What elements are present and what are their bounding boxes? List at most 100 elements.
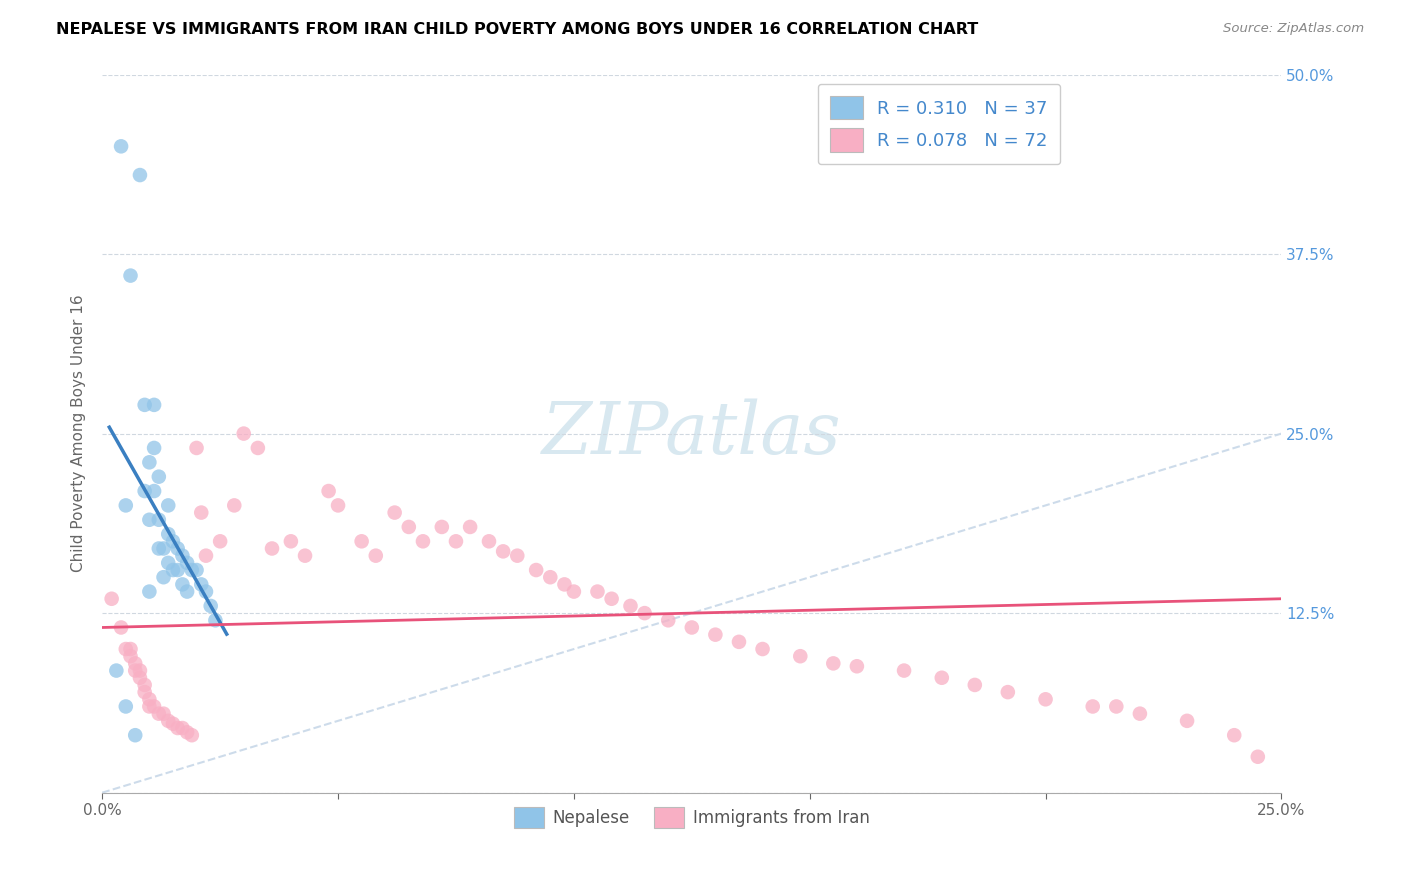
Point <box>114 499 136 513</box>
Point <box>143 398 166 412</box>
Point <box>657 613 679 627</box>
Point <box>152 541 174 556</box>
Point <box>138 699 160 714</box>
Point <box>162 716 184 731</box>
Point <box>789 649 811 664</box>
Point <box>195 549 218 563</box>
Point <box>1081 699 1104 714</box>
Text: NEPALESE VS IMMIGRANTS FROM IRAN CHILD POVERTY AMONG BOYS UNDER 16 CORRELATION C: NEPALESE VS IMMIGRANTS FROM IRAN CHILD P… <box>56 22 979 37</box>
Point <box>280 534 302 549</box>
Point <box>138 584 160 599</box>
Point <box>134 398 156 412</box>
Point <box>162 534 184 549</box>
Point <box>619 599 641 613</box>
Point <box>157 527 180 541</box>
Point <box>129 664 152 678</box>
Point <box>114 699 136 714</box>
Point <box>190 577 212 591</box>
Point <box>100 591 122 606</box>
Point <box>129 671 152 685</box>
Text: ZIPatlas: ZIPatlas <box>541 399 842 469</box>
Point <box>166 721 188 735</box>
Point <box>157 556 180 570</box>
Point <box>931 671 953 685</box>
Point <box>152 570 174 584</box>
Point <box>845 659 868 673</box>
Point <box>600 591 623 606</box>
Point <box>120 642 142 657</box>
Point <box>1105 699 1128 714</box>
Point <box>586 584 609 599</box>
Point <box>166 563 188 577</box>
Point <box>1247 749 1270 764</box>
Point <box>444 534 467 549</box>
Point <box>152 706 174 721</box>
Point <box>176 584 198 599</box>
Point <box>143 483 166 498</box>
Point <box>963 678 986 692</box>
Point <box>124 664 146 678</box>
Point <box>172 549 194 563</box>
Point <box>412 534 434 549</box>
Point <box>704 628 727 642</box>
Point <box>105 664 128 678</box>
Point <box>232 426 254 441</box>
Point <box>134 678 156 692</box>
Point <box>1129 706 1152 721</box>
Point <box>129 168 152 182</box>
Point <box>506 549 529 563</box>
Point <box>134 483 156 498</box>
Point <box>398 520 420 534</box>
Point <box>157 714 180 728</box>
Point <box>180 728 202 742</box>
Point <box>172 721 194 735</box>
Point <box>326 499 349 513</box>
Point <box>176 725 198 739</box>
Point <box>186 563 208 577</box>
Point <box>492 544 515 558</box>
Point <box>138 455 160 469</box>
Point <box>246 441 269 455</box>
Point <box>728 635 751 649</box>
Point <box>823 657 845 671</box>
Point <box>260 541 283 556</box>
Point <box>124 657 146 671</box>
Point <box>294 549 316 563</box>
Point <box>384 506 406 520</box>
Point <box>124 728 146 742</box>
Point <box>143 441 166 455</box>
Point <box>157 499 180 513</box>
Point <box>176 556 198 570</box>
Point <box>190 506 212 520</box>
Point <box>172 577 194 591</box>
Point <box>1175 714 1198 728</box>
Point <box>751 642 773 657</box>
Point <box>430 520 453 534</box>
Point <box>138 513 160 527</box>
Y-axis label: Child Poverty Among Boys Under 16: Child Poverty Among Boys Under 16 <box>72 294 86 573</box>
Point <box>209 534 232 549</box>
Point <box>538 570 561 584</box>
Point <box>110 139 132 153</box>
Point <box>195 584 218 599</box>
Point <box>166 541 188 556</box>
Point <box>148 541 170 556</box>
Point <box>180 563 202 577</box>
Point <box>148 469 170 483</box>
Point <box>458 520 481 534</box>
Point <box>138 692 160 706</box>
Point <box>681 620 703 634</box>
Point <box>120 649 142 664</box>
Point <box>893 664 915 678</box>
Point <box>110 620 132 634</box>
Point <box>562 584 585 599</box>
Point <box>148 513 170 527</box>
Point <box>997 685 1019 699</box>
Point <box>134 685 156 699</box>
Point <box>148 706 170 721</box>
Point <box>186 441 208 455</box>
Point <box>633 606 655 620</box>
Point <box>318 483 340 498</box>
Point <box>162 563 184 577</box>
Point <box>120 268 142 283</box>
